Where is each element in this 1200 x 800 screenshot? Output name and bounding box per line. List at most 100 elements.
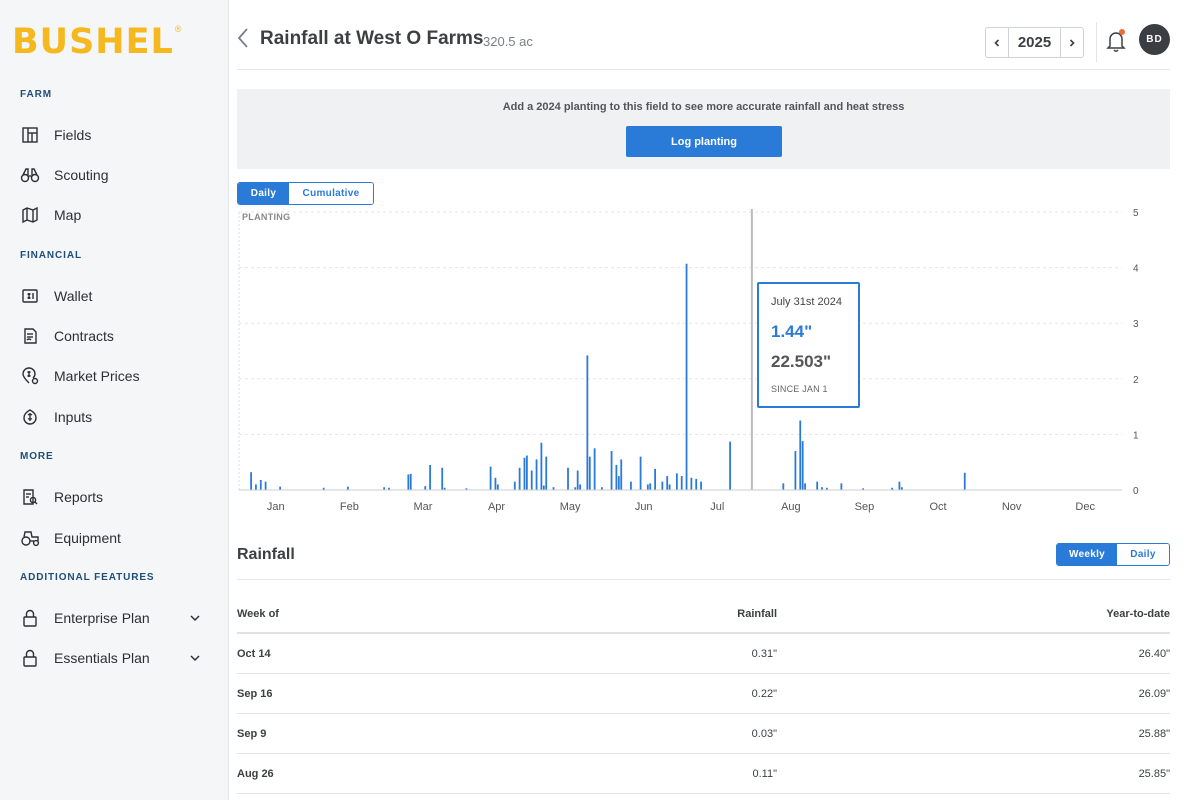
rainfall-bar [804, 483, 806, 490]
daily-toggle-option[interactable]: Daily [238, 183, 289, 204]
sidebar-item-reports[interactable]: Reports [20, 484, 210, 510]
rainfall-bar [690, 477, 693, 490]
column-header-ytd[interactable]: Year-to-date [1106, 608, 1170, 620]
planting-annotation: PLANTING [242, 212, 290, 222]
rainfall-bar [816, 481, 819, 490]
rainfall-cell: 0.31" [751, 648, 777, 660]
log-planting-button[interactable]: Log planting [626, 126, 782, 157]
avatar[interactable]: BD [1139, 24, 1170, 55]
next-year-button[interactable] [1061, 28, 1083, 57]
rainfall-bar [630, 481, 632, 490]
bell-icon[interactable] [1104, 28, 1128, 54]
ytd-cell: 25.88" [1138, 728, 1170, 740]
rainfall-bar [535, 459, 538, 490]
planting-banner: Add a 2024 planting to this field to see… [237, 89, 1170, 169]
binoculars-icon [20, 165, 40, 185]
nav-section-additional-features: ADDITIONAL FEATURES [20, 572, 155, 583]
weekly-toggle-option[interactable]: Weekly [1057, 544, 1117, 565]
year-value: 2025 [1008, 28, 1061, 57]
rainfall-bar [801, 441, 804, 490]
rainfall-cell: 0.22" [751, 688, 777, 700]
rainfall-bar [615, 464, 618, 490]
x-tick-label: Mar [413, 501, 432, 513]
sidebar-item-enterprise-plan[interactable]: Enterprise Plan [20, 605, 210, 631]
table-mode-toggle: Weekly Daily [1056, 543, 1170, 566]
chart-mode-toggle: Daily Cumulative [237, 182, 374, 205]
rainfall-bar [407, 474, 410, 490]
back-chevron-icon[interactable] [234, 26, 252, 50]
column-header-rainfall[interactable]: Rainfall [737, 608, 777, 620]
rainfall-bar [799, 420, 802, 490]
rainfall-bar [552, 487, 555, 490]
sidebar-item-scouting[interactable]: Scouting [20, 162, 210, 188]
x-tick-label: Jun [635, 501, 653, 513]
y-tick-label: 3 [1133, 319, 1139, 330]
x-tick-label: Nov [1002, 501, 1022, 513]
table-row: Sep 9 0.03" 25.88" [237, 714, 1170, 754]
sidebar-item-fields[interactable]: Fields [20, 122, 210, 148]
rainfall-bar [409, 473, 412, 490]
chevron-down-icon[interactable] [188, 611, 202, 625]
y-tick-label: 5 [1133, 208, 1139, 219]
table-header: Week of Rainfall Year-to-date [237, 594, 1170, 634]
ytd-cell: 26.40" [1138, 648, 1170, 660]
sidebar-item-inputs[interactable]: Inputs [20, 404, 210, 430]
sidebar-item-label: Equipment [54, 530, 121, 546]
rainfall-bar [654, 468, 656, 490]
rainfall-bar [588, 456, 591, 490]
y-tick-label: 1 [1133, 430, 1139, 441]
rainfall-cell: 0.03" [751, 728, 777, 740]
rainfall-bar [513, 481, 516, 490]
x-tick-label: Jan [267, 501, 285, 513]
rainfall-cell: 0.11" [752, 768, 778, 780]
rainfall-bar [586, 355, 589, 490]
rainfall-bar [862, 488, 865, 490]
tooltip-since-label: SINCE JAN 1 [771, 384, 828, 394]
nav-section-farm: FARM [20, 89, 52, 100]
rainfall-bar [900, 487, 903, 490]
rainfall-bar [685, 263, 688, 490]
rainfall-bar [441, 467, 444, 490]
rainfall-bar [700, 481, 702, 490]
y-tick-label: 0 [1133, 486, 1139, 497]
rainfall-bar [518, 467, 521, 490]
x-tick-label: May [560, 501, 581, 513]
sidebar-item-label: Essentials Plan [54, 650, 150, 666]
logo-text: BUSHEL [12, 22, 174, 62]
rainfall-bar [680, 476, 683, 490]
rainfall-bar [465, 488, 468, 490]
week-cell: Sep 9 [237, 728, 267, 740]
table-row: Aug 26 0.11" 25.85" [237, 754, 1170, 794]
sidebar-item-market-prices[interactable]: Market Prices [20, 363, 210, 389]
rainfall-bar [279, 486, 282, 490]
previous-year-button[interactable] [986, 28, 1008, 57]
rainfall-bar [383, 487, 386, 490]
tooltip-daily-rainfall: 1.44" [771, 322, 813, 341]
seed-icon [20, 407, 40, 427]
sidebar-item-equipment[interactable]: Equipment [20, 525, 210, 551]
daily-toggle-option[interactable]: Daily [1117, 544, 1169, 565]
sidebar-item-essentials-plan[interactable]: Essentials Plan [20, 645, 210, 671]
page-title: Rainfall at West O Farms [260, 28, 484, 49]
nav-section-financial: FINANCIAL [20, 250, 82, 261]
column-header-week[interactable]: Week of [237, 608, 279, 620]
sidebar-item-map[interactable]: Map [20, 202, 210, 228]
sidebar-item-label: Enterprise Plan [54, 610, 150, 626]
table-row: Sep 16 0.22" 26.09" [237, 674, 1170, 714]
rainfall-bar [891, 487, 894, 490]
chevron-down-icon[interactable] [188, 651, 202, 665]
sidebar-item-contracts[interactable]: Contracts [20, 323, 210, 349]
bushel-logo[interactable]: BUSHEL ® [12, 24, 181, 60]
week-cell: Aug 26 [237, 768, 274, 780]
sidebar-item-label: Inputs [54, 409, 93, 425]
x-tick-label: Aug [781, 501, 801, 513]
registered-mark: ® [174, 24, 182, 34]
rainfall-bar [794, 451, 797, 490]
daily-rainfall-chart: 0 1 2 3 4 5 Jan Feb Mar Apr May Jun Jul Aug Sep Oct Nov D… [238, 208, 1139, 513]
rainfall-bar [668, 484, 671, 490]
rainfall-bar [429, 464, 432, 490]
rainfall-bar [579, 484, 582, 490]
cumulative-toggle-option[interactable]: Cumulative [289, 183, 373, 204]
sidebar-item-wallet[interactable]: Wallet [20, 283, 210, 309]
rainfall-bar [695, 478, 698, 490]
